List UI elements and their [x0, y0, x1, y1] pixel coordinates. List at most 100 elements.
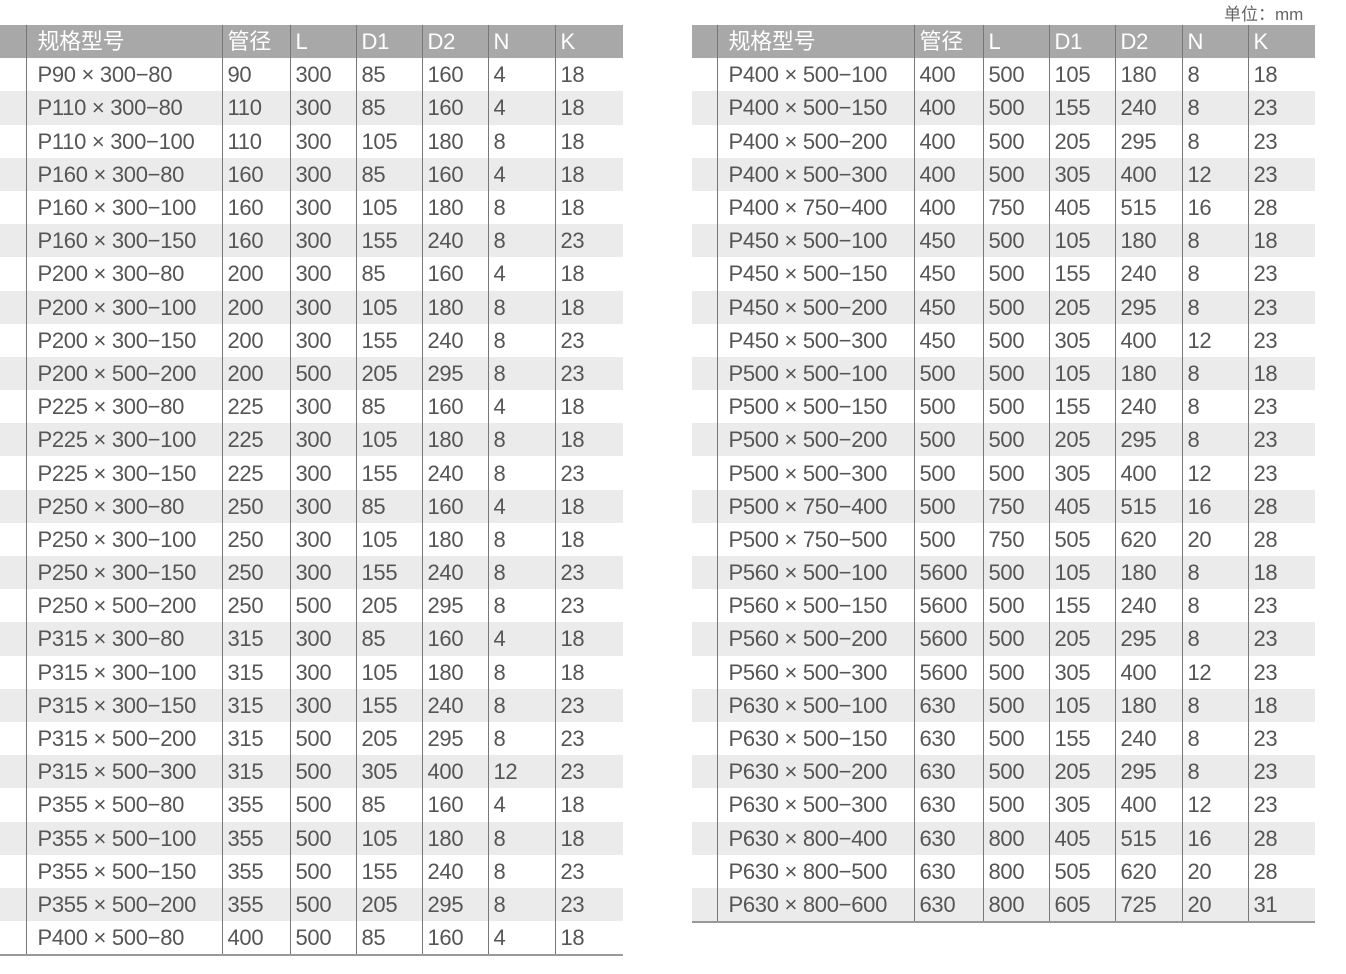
cell-n: 12 — [1181, 157, 1248, 191]
table-row: P400 × 500−100 400 500 105 180 8 18 — [692, 58, 1315, 92]
cell-model: P400 × 500−200 — [716, 124, 914, 158]
table-header: 规格型号 管径 L D1 D2 N K — [0, 25, 623, 59]
table-row: P315 × 500−300 315 500 305 400 12 23 — [0, 755, 623, 789]
cell-k: 18 — [1247, 356, 1315, 391]
cell-pipe-diameter: 315 — [221, 755, 290, 789]
row-spacer — [0, 390, 26, 423]
cell-model: P200 × 300−150 — [25, 323, 222, 357]
cell-model: P315 × 300−150 — [25, 688, 222, 722]
cell-d1: 105 — [1048, 556, 1115, 590]
cell-d2: 400 — [1114, 323, 1182, 357]
cell-d1: 105 — [1048, 224, 1115, 258]
cell-n: 4 — [487, 788, 555, 822]
cell-k: 23 — [554, 224, 623, 258]
cell-model: P355 × 500−150 — [25, 854, 222, 888]
cell-n: 8 — [487, 423, 555, 457]
cell-k: 28 — [1247, 190, 1315, 225]
cell-model: P500 × 500−200 — [716, 423, 914, 457]
table-row: P630 × 500−100 630 500 105 180 8 18 — [692, 688, 1315, 722]
cell-l: 300 — [289, 390, 356, 424]
cell-d1: 305 — [355, 755, 422, 789]
cell-n: 4 — [487, 157, 555, 191]
row-spacer — [692, 356, 717, 391]
cell-l: 500 — [982, 157, 1049, 191]
row-spacer — [692, 556, 717, 590]
cell-pipe-diameter: 110 — [221, 91, 290, 125]
cell-model: P160 × 300−80 — [25, 157, 222, 191]
cell-d2: 400 — [1114, 655, 1182, 689]
cell-k: 23 — [554, 356, 623, 391]
cell-k: 28 — [1247, 522, 1315, 556]
cell-d2: 240 — [1114, 257, 1182, 291]
cell-pipe-diameter: 630 — [913, 688, 983, 722]
cell-l: 500 — [982, 622, 1049, 656]
cell-k: 23 — [1247, 91, 1315, 125]
cell-d2: 160 — [421, 58, 488, 92]
cell-pipe-diameter: 400 — [913, 91, 983, 125]
cell-model: P400 × 500−100 — [716, 58, 914, 92]
cell-k: 23 — [554, 556, 623, 590]
cell-pipe-diameter: 250 — [221, 522, 290, 556]
cell-n: 8 — [487, 688, 555, 722]
cell-pipe-diameter: 630 — [913, 721, 983, 756]
cell-k: 18 — [554, 921, 623, 956]
header-pipe-diameter: 管径 — [913, 25, 983, 59]
cell-model: P500 × 750−400 — [716, 489, 914, 523]
cell-pipe-diameter: 355 — [221, 887, 290, 922]
cell-model: P450 × 500−100 — [716, 224, 914, 258]
table-row: P200 × 500−200 200 500 205 295 8 23 — [0, 356, 623, 391]
cell-d1: 105 — [355, 190, 422, 225]
header-d1: D1 — [1048, 25, 1115, 59]
row-spacer — [0, 125, 26, 158]
cell-l: 300 — [289, 655, 356, 689]
cell-pipe-diameter: 355 — [221, 821, 290, 855]
cell-pipe-diameter: 500 — [913, 489, 983, 523]
header-k: K — [1247, 25, 1315, 59]
cell-model: P630 × 500−100 — [716, 688, 914, 722]
cell-d2: 295 — [1114, 423, 1182, 457]
cell-k: 23 — [1247, 423, 1315, 457]
cell-n: 8 — [1181, 124, 1248, 158]
row-spacer — [0, 456, 26, 489]
cell-pipe-diameter: 5600 — [913, 556, 983, 590]
cell-l: 500 — [289, 854, 356, 888]
cell-d1: 405 — [1048, 821, 1115, 855]
cell-d1: 405 — [1048, 190, 1115, 225]
cell-l: 300 — [289, 323, 356, 357]
table-row: P500 × 750−400 500 750 405 515 16 28 — [692, 489, 1315, 523]
cell-d1: 105 — [355, 423, 422, 457]
row-spacer — [692, 656, 717, 689]
cell-model: P630 × 800−600 — [716, 887, 914, 923]
table-row: P500 × 500−100 500 500 105 180 8 18 — [692, 356, 1315, 391]
cell-n: 12 — [1181, 655, 1248, 689]
cell-d1: 505 — [1048, 854, 1115, 888]
cell-n: 8 — [487, 854, 555, 888]
cell-l: 300 — [289, 124, 356, 158]
cell-n: 16 — [1181, 489, 1248, 523]
cell-k: 23 — [1247, 157, 1315, 191]
table-row: P560 × 500−200 5600 500 205 295 8 23 — [692, 622, 1315, 656]
cell-model: P500 × 500−300 — [716, 456, 914, 490]
cell-n: 8 — [1181, 290, 1248, 324]
cell-pipe-diameter: 450 — [913, 224, 983, 258]
cell-l: 500 — [982, 721, 1049, 756]
cell-k: 23 — [1247, 390, 1315, 424]
cell-d2: 295 — [1114, 124, 1182, 158]
cell-k: 18 — [1247, 224, 1315, 258]
table-row: P630 × 500−200 630 500 205 295 8 23 — [692, 755, 1315, 789]
cell-k: 23 — [1247, 257, 1315, 291]
cell-l: 500 — [982, 390, 1049, 424]
table-row: P160 × 300−150 160 300 155 240 8 23 — [0, 224, 623, 258]
cell-k: 23 — [554, 456, 623, 490]
cell-n: 8 — [1181, 257, 1248, 291]
cell-pipe-diameter: 110 — [221, 124, 290, 158]
table-row: P315 × 300−150 315 300 155 240 8 23 — [0, 688, 623, 722]
cell-l: 500 — [982, 290, 1049, 324]
table-row: P250 × 300−80 250 300 85 160 4 18 — [0, 489, 623, 523]
cell-k: 18 — [554, 622, 623, 656]
row-spacer — [692, 91, 717, 125]
cell-pipe-diameter: 200 — [221, 257, 290, 291]
cell-d2: 295 — [421, 356, 488, 391]
cell-l: 300 — [289, 423, 356, 457]
cell-d2: 620 — [1114, 854, 1182, 888]
